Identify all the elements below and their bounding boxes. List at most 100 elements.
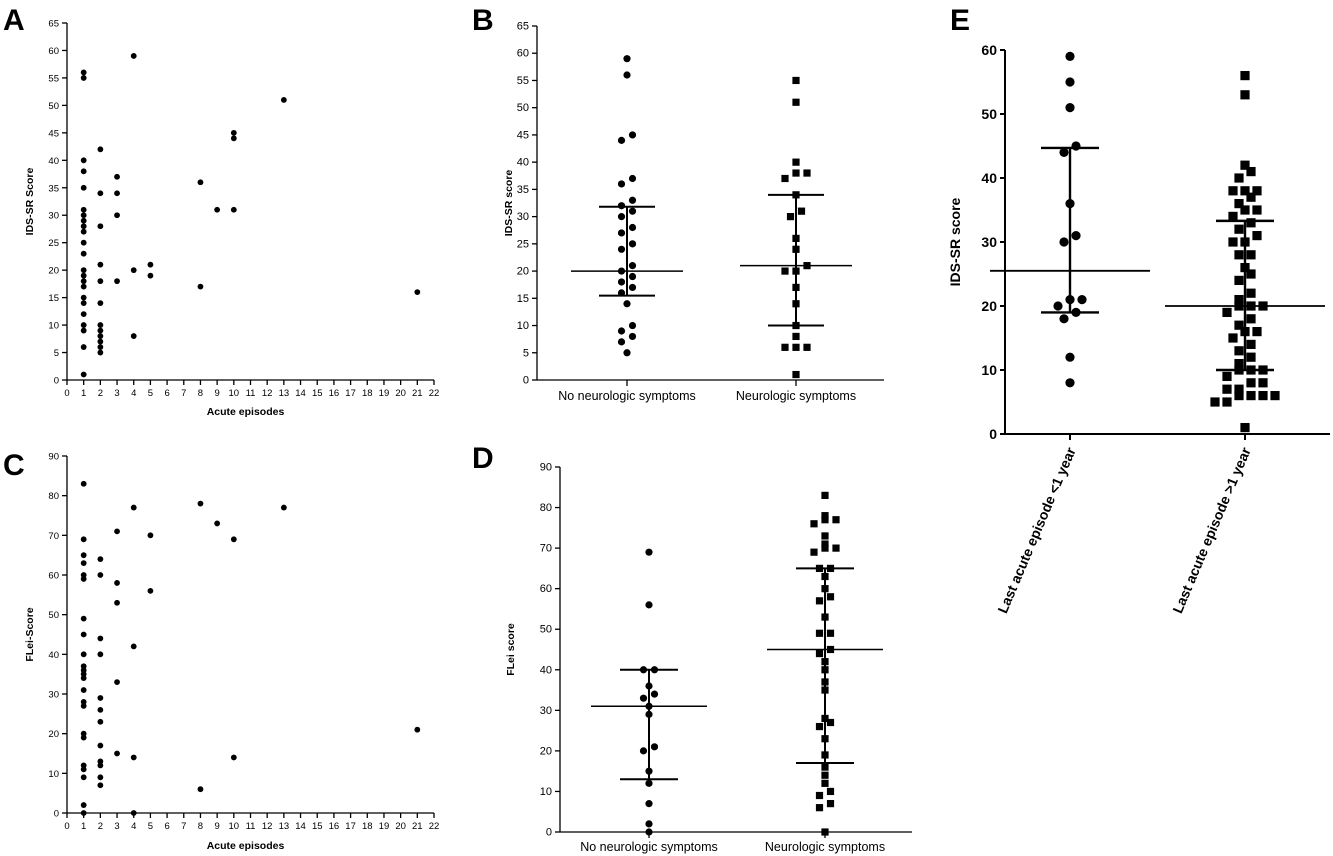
data-point bbox=[821, 771, 829, 779]
data-point bbox=[130, 267, 137, 274]
data-point bbox=[1234, 173, 1244, 183]
data-point bbox=[114, 580, 120, 586]
data-point bbox=[1222, 397, 1232, 407]
data-point bbox=[1228, 211, 1238, 221]
data-point bbox=[80, 157, 87, 164]
x-tick-label: 3 bbox=[114, 821, 119, 832]
data-point bbox=[1071, 141, 1081, 151]
data-point bbox=[650, 743, 659, 751]
data-point bbox=[230, 536, 237, 543]
data-point bbox=[80, 75, 87, 81]
data-point bbox=[80, 250, 87, 257]
data-point bbox=[821, 779, 829, 787]
data-point bbox=[1077, 295, 1087, 305]
data-point bbox=[815, 722, 824, 731]
data-point bbox=[617, 180, 626, 188]
y-tick-label: 0 bbox=[523, 375, 529, 387]
y-axis-label: IDS-SR score bbox=[503, 170, 515, 237]
data-point bbox=[80, 699, 87, 705]
panel-letter: E bbox=[950, 4, 970, 37]
data-point bbox=[1059, 147, 1069, 157]
y-tick-label: 80 bbox=[48, 491, 59, 502]
data-point bbox=[1246, 288, 1256, 298]
y-tick-label: 20 bbox=[517, 266, 529, 278]
data-point bbox=[628, 262, 637, 270]
data-point bbox=[1246, 391, 1256, 401]
data-point bbox=[832, 544, 840, 552]
data-point bbox=[80, 184, 87, 191]
y-tick-label: 10 bbox=[517, 320, 529, 332]
x-tick-label: 7 bbox=[181, 821, 186, 832]
data-point bbox=[80, 774, 87, 781]
x-tick-label: 5 bbox=[148, 388, 153, 399]
data-point bbox=[97, 190, 104, 197]
x-tick-label: 4 bbox=[131, 821, 136, 832]
data-point bbox=[792, 169, 800, 177]
data-point bbox=[781, 343, 789, 351]
data-point bbox=[628, 332, 637, 341]
y-axis-label: IDS-SR Score bbox=[24, 167, 36, 235]
x-tick-label: 2 bbox=[98, 388, 103, 399]
data-point bbox=[1234, 346, 1244, 356]
panel-b: B 0 5 10 15 20 25 30 35 40 45 50 55 60 65 IDS-SR score N… bbox=[472, 4, 884, 403]
data-point bbox=[80, 69, 87, 76]
y-tick-label: 50 bbox=[540, 624, 552, 636]
y-tick-label: 40 bbox=[981, 170, 997, 186]
panel-e: E 0 10 20 30 40 50 60 IDS-SR score Last acute epi… bbox=[947, 4, 1330, 616]
x-tick-label: 18 bbox=[362, 821, 373, 832]
data-point bbox=[617, 338, 626, 346]
x-tick-label: 14 bbox=[295, 388, 306, 399]
data-point bbox=[97, 322, 104, 328]
y-tick-label: 30 bbox=[981, 234, 997, 250]
data-point bbox=[130, 333, 137, 339]
x-tick-label: 22 bbox=[429, 388, 440, 399]
x-tick-label: 10 bbox=[229, 821, 240, 832]
category-label: No neurologic symptoms bbox=[580, 840, 718, 854]
data-point bbox=[628, 283, 637, 292]
data-point bbox=[130, 810, 137, 816]
y-tick-label: 55 bbox=[48, 73, 59, 84]
y-tick-label: 5 bbox=[523, 347, 529, 359]
y-tick-label: 50 bbox=[981, 106, 997, 122]
data-point bbox=[628, 240, 637, 248]
x-tick-label: 16 bbox=[329, 821, 340, 832]
data-point bbox=[810, 548, 818, 556]
data-point bbox=[803, 343, 811, 351]
data-point bbox=[650, 690, 659, 698]
y-tick-label: 50 bbox=[517, 102, 529, 114]
data-point bbox=[617, 136, 626, 144]
data-point bbox=[97, 572, 104, 578]
y-tick-label: 65 bbox=[517, 21, 529, 33]
data-point bbox=[792, 370, 800, 379]
y-tick-label: 40 bbox=[517, 157, 529, 169]
data-point bbox=[197, 283, 204, 290]
x-tick-label: 18 bbox=[362, 388, 373, 399]
data-point bbox=[80, 552, 87, 559]
data-point bbox=[1210, 397, 1220, 407]
data-point bbox=[80, 802, 87, 808]
data-point bbox=[832, 516, 840, 524]
data-point bbox=[414, 289, 421, 296]
y-tick-label: 25 bbox=[48, 238, 59, 249]
data-point bbox=[1246, 218, 1256, 228]
data-point bbox=[1240, 205, 1250, 215]
data-point bbox=[786, 213, 795, 221]
data-point bbox=[130, 754, 137, 761]
data-point bbox=[80, 239, 87, 246]
data-point bbox=[1234, 275, 1244, 285]
data-point bbox=[97, 146, 104, 153]
y-tick-label: 35 bbox=[517, 184, 529, 196]
x-tick-label: 13 bbox=[279, 388, 290, 399]
y-tick-label: 35 bbox=[48, 183, 59, 194]
x-tick-label: 14 bbox=[295, 821, 306, 832]
panel-letter: B bbox=[472, 4, 494, 37]
data-point bbox=[617, 278, 626, 286]
x-axis-label: Acute episodes bbox=[207, 840, 285, 852]
data-point bbox=[617, 229, 626, 237]
data-point bbox=[623, 349, 631, 357]
data-point bbox=[628, 321, 637, 330]
y-tick-label: 15 bbox=[48, 293, 59, 304]
data-point bbox=[80, 667, 87, 674]
x-tick-label: 8 bbox=[198, 388, 203, 399]
